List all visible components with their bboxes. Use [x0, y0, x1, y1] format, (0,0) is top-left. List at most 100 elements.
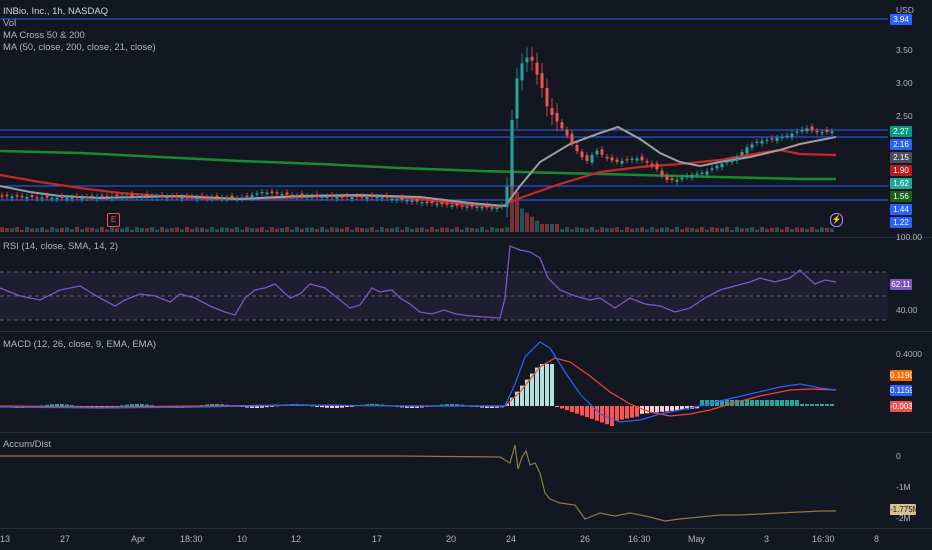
volume-bar [805, 228, 809, 232]
rsi-chart[interactable] [0, 238, 888, 330]
histogram-bar [345, 406, 349, 407]
volume-bar [525, 212, 529, 232]
volume-bar [245, 227, 249, 232]
pane-separator[interactable] [0, 331, 932, 332]
candle-body [470, 204, 474, 207]
candle-body [50, 197, 54, 199]
candle-body [610, 157, 614, 161]
candle-body [75, 195, 79, 198]
volume-bar [610, 228, 614, 232]
accum-chart[interactable] [0, 433, 888, 528]
histogram-bar [805, 404, 809, 406]
volume-bar [435, 229, 439, 232]
volume-bar [740, 228, 744, 232]
candle-body [815, 131, 819, 133]
histogram-bar [375, 404, 379, 406]
candle-body [760, 140, 764, 144]
volume-bar [285, 227, 289, 232]
volume-bar [195, 227, 199, 232]
volume-bar [15, 227, 19, 232]
x-label: 16:30 [628, 534, 651, 544]
price-pane[interactable]: INBio, Inc., 1h, NASDAQ Vol MA Cross 50 … [0, 0, 888, 237]
price-chart[interactable] [0, 0, 888, 237]
x-label: 16:30 [812, 534, 835, 544]
volume-bar [670, 229, 674, 232]
candle-body [505, 186, 509, 208]
volume-bar [535, 220, 539, 232]
candle-body [725, 161, 729, 163]
candle-body [70, 197, 74, 199]
volume-bar [20, 229, 24, 232]
histogram-bar [630, 406, 634, 418]
histogram-bar [310, 405, 314, 407]
accum-axis[interactable]: 0 -1M -2M [888, 433, 932, 528]
macd-legend: MACD (12, 26, close, 9, EMA, EMA) [3, 339, 157, 350]
volume-bar [455, 227, 459, 232]
dividend-event-icon[interactable]: ⚡ [830, 213, 843, 227]
volume-bar [360, 228, 364, 232]
ad-tick-1m: -1M [896, 482, 911, 492]
candle-body [720, 163, 724, 168]
histogram-bar [315, 406, 319, 407]
histogram-bar [455, 404, 459, 406]
histogram-bar [490, 406, 494, 408]
time-axis[interactable]: 13 27 Apr 18:30 10 12 17 20 24 26 16:30 … [0, 529, 888, 550]
candle-body [755, 141, 759, 143]
candle-body [575, 144, 579, 152]
volume-bar [90, 227, 94, 232]
rsi-legend: RSI (14, close, SMA, 14, 2) [3, 241, 119, 252]
histogram-bar [815, 404, 819, 406]
histogram-bar [75, 405, 79, 407]
histogram-bar [765, 400, 769, 406]
histogram-bar [560, 406, 564, 409]
volume-bar [385, 228, 389, 232]
candle-body [545, 87, 549, 107]
macd-axis[interactable]: 0.4000 [888, 332, 932, 432]
candle-body [340, 196, 344, 198]
candle-body [655, 163, 659, 170]
candle-body [230, 195, 234, 198]
volume-bar [705, 229, 709, 232]
volume-bar [380, 227, 384, 232]
pane-separator[interactable] [0, 432, 932, 433]
rsi-axis[interactable]: 100.00 40.00 [888, 232, 932, 330]
x-label: 24 [506, 534, 517, 544]
candle-body [520, 63, 524, 81]
price-badge-394: 3.94 [890, 14, 912, 25]
candle-body [100, 195, 104, 197]
histogram-bar [245, 406, 249, 408]
volume-bar [320, 227, 324, 232]
x-label: 10 [237, 534, 248, 544]
candle-body [310, 196, 314, 198]
volume-bar [655, 228, 659, 232]
histogram-bar [140, 404, 144, 406]
price-axis[interactable]: USD 3.50 3.00 2.50 [888, 0, 932, 237]
histogram-bar [590, 406, 594, 419]
volume-bar [290, 229, 294, 232]
candle-body [570, 133, 574, 144]
candle-body [640, 156, 644, 161]
volume-bar [350, 229, 354, 232]
histogram-bar [60, 404, 64, 406]
volume-bar [730, 229, 734, 232]
earnings-event-icon[interactable]: E [107, 213, 120, 227]
candle-body [5, 194, 9, 197]
candle-body [140, 196, 144, 198]
volume-bar [485, 229, 489, 232]
macd-chart[interactable] [0, 332, 888, 432]
histogram-bar [325, 406, 329, 408]
candle-body [625, 159, 629, 161]
candle-body [675, 179, 679, 182]
pane-separator[interactable] [0, 237, 932, 238]
volume-bar [300, 228, 304, 232]
candle-body [465, 206, 469, 208]
candle-body [645, 161, 649, 163]
volume-bar [690, 227, 694, 232]
volume-bar [405, 227, 409, 232]
volume-bars [0, 170, 834, 232]
candle-body [360, 196, 364, 198]
histogram-bar [680, 406, 684, 410]
volume-bar [490, 227, 494, 232]
volume-bar [495, 228, 499, 232]
candle-body [460, 205, 464, 207]
